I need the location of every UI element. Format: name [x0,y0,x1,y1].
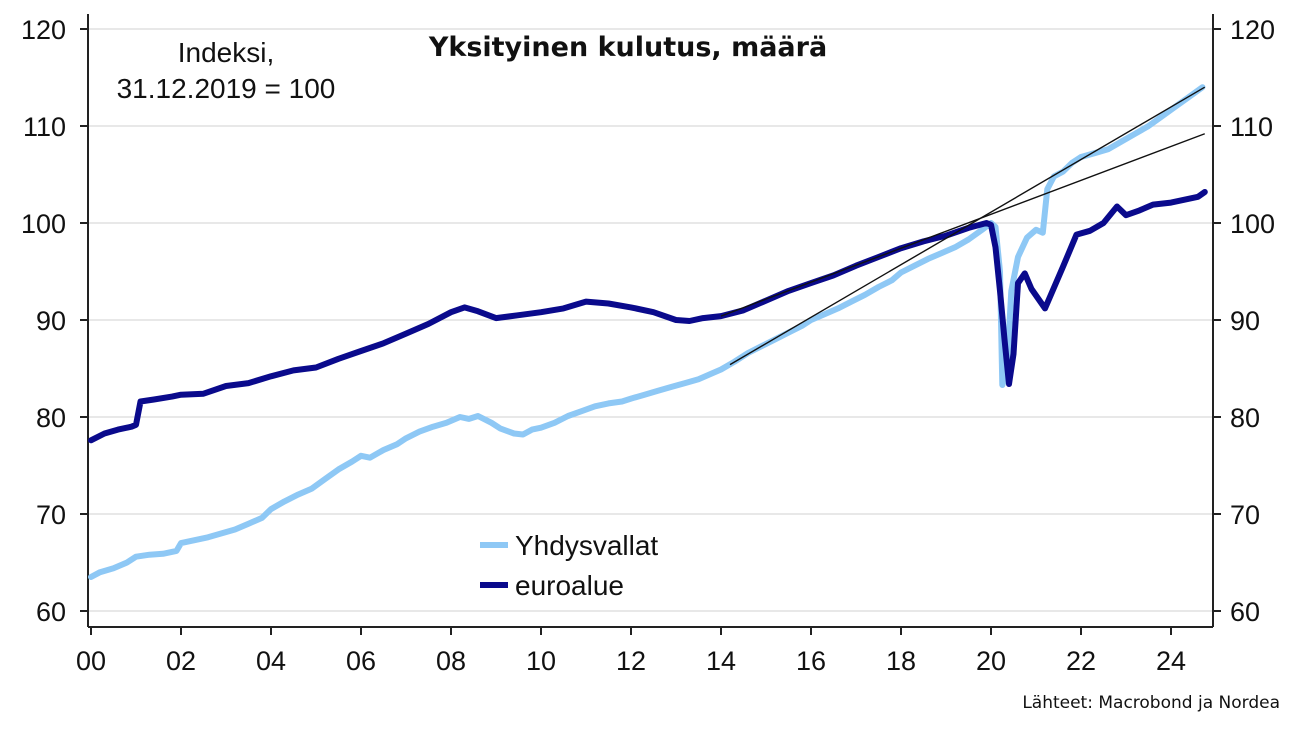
x-axis-ticks: 00 02 04 06 08 10 12 14 16 18 20 22 24 [76,627,1186,676]
legend-label-yhdysvallat: Yhdysvallat [515,530,658,561]
x-tick-label-02: 02 [166,646,196,676]
x-tick-label-24: 24 [1156,646,1186,676]
y-tick-label-left-90: 90 [36,306,66,336]
y-tick-label-left-80: 80 [36,403,66,433]
y-tick-label-left-110: 110 [23,112,66,142]
x-tick-label-04: 04 [256,646,286,676]
x-tick-label-12: 12 [616,646,646,676]
y-axis-ticks: 60 60 70 70 80 80 90 90 100 100 110 110 120 120 [21,15,1275,627]
source-note: Lähteet: Macrobond ja Nordea [1022,693,1280,713]
y-tick-label-right-70: 70 [1230,500,1260,530]
y-tick-label-left-70: 70 [36,500,66,530]
chart-title: Yksityinen kulutus, määrä [428,32,827,63]
trend-line-2 [720,133,1205,317]
series-lines [88,84,1208,580]
x-tick-label-00: 00 [76,646,106,676]
x-tick-label-06: 06 [346,646,376,676]
y-tick-label-left-120: 120 [21,15,66,45]
x-tick-label-22: 22 [1066,646,1096,676]
y-tick-label-right-110: 110 [1230,112,1273,142]
y-tick-label-left-100: 100 [21,209,66,239]
index-note-line-2: 31.12.2019 = 100 [117,73,336,104]
y-tick-label-right-100: 100 [1230,209,1275,239]
x-tick-label-20: 20 [976,646,1006,676]
y-tick-label-right-90: 90 [1230,306,1260,336]
x-tick-label-18: 18 [886,646,916,676]
x-tick-label-16: 16 [796,646,826,676]
trend-line-1 [729,86,1206,366]
legend-label-euroalue: euroalue [515,570,624,601]
y-tick-label-right-60: 60 [1230,597,1260,627]
x-tick-label-14: 14 [706,646,736,676]
trend-lines [720,86,1206,366]
legend: Yhdysvallat euroalue [480,530,658,601]
y-tick-label-right-120: 120 [1230,15,1275,45]
x-tick-label-10: 10 [526,646,556,676]
x-tick-label-08: 08 [436,646,466,676]
y-tick-label-right-80: 80 [1230,403,1260,433]
y-tick-label-left-60: 60 [36,597,66,627]
index-note-line-1: Indeksi, [178,37,275,68]
series-line-yhdysvallat [88,84,1206,580]
gridlines [88,28,1213,612]
